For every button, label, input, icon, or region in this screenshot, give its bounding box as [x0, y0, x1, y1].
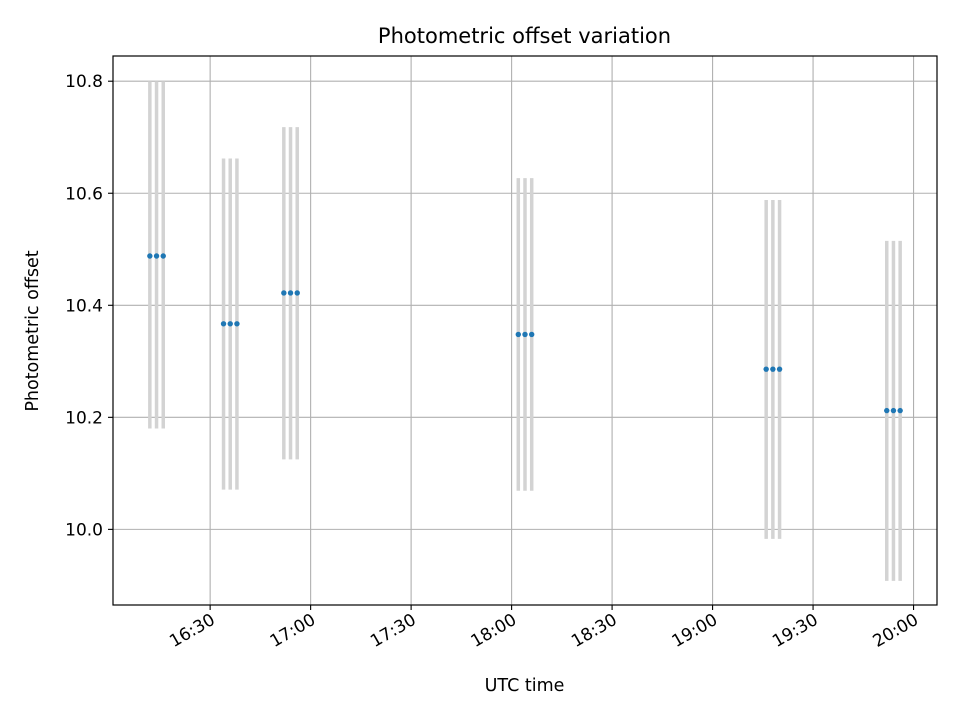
- data-point: [227, 321, 233, 327]
- chart-title: Photometric offset variation: [378, 24, 671, 48]
- data-point: [522, 331, 528, 338]
- y-axis-ticks: 10.0 10.2 10.4 10.6 10.8: [65, 72, 113, 540]
- data-point: [220, 321, 227, 327]
- data-point: [234, 321, 240, 327]
- y-tick-label: 10.4: [65, 296, 103, 316]
- plot-frame: [112, 55, 938, 606]
- data-point: [897, 407, 903, 414]
- data-point: [153, 253, 160, 259]
- data-point: [515, 331, 522, 338]
- data-point: [528, 331, 535, 338]
- data-point: [890, 407, 897, 414]
- data-point: [763, 366, 769, 372]
- data-point: [147, 253, 153, 259]
- data-points: [147, 253, 903, 414]
- y-tick-label: 10.0: [65, 520, 103, 540]
- y-tick-label: 10.8: [65, 72, 103, 92]
- data-point: [287, 290, 294, 296]
- data-point: [281, 290, 287, 296]
- x-axis-label: UTC time: [485, 676, 565, 696]
- data-point: [770, 366, 776, 372]
- y-tick-label: 10.2: [65, 408, 103, 428]
- data-point: [160, 253, 166, 259]
- y-axis-label: Photometric offset: [23, 250, 43, 411]
- data-point: [884, 407, 890, 414]
- data-point: [776, 366, 783, 372]
- data-point: [294, 290, 300, 296]
- grid: [113, 56, 937, 605]
- y-tick-label: 10.6: [65, 184, 103, 204]
